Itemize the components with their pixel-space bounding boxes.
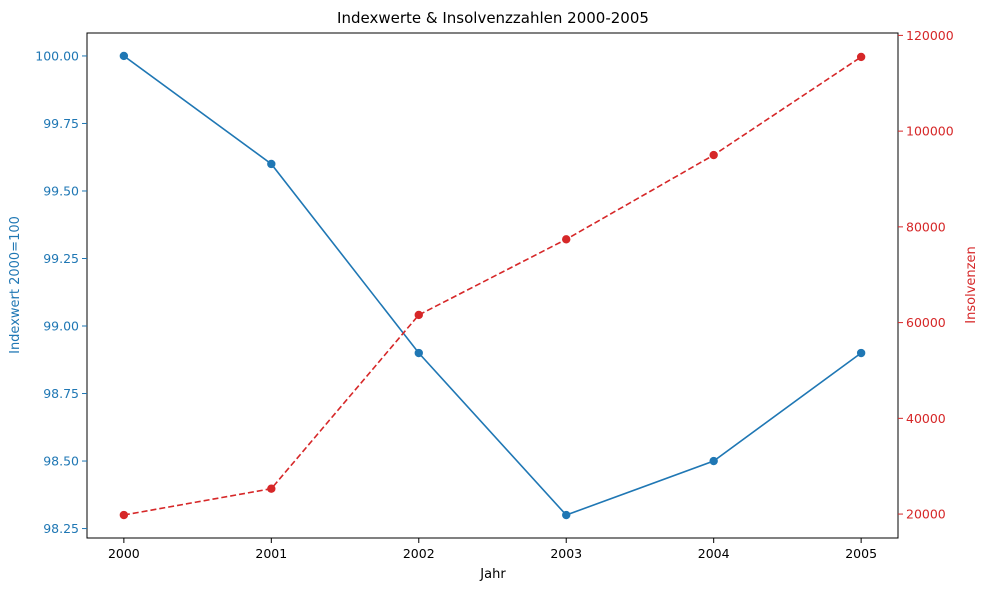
left-tick-label: 98.75 [43,386,79,401]
insolvency-point [119,510,129,520]
x-tick-label: 2001 [255,546,287,561]
insolvency-point [856,52,866,62]
insolvency-point [267,484,276,493]
x-axis-label: Jahr [479,567,506,582]
index-series-line [123,55,862,516]
right-y-axis-label: Insolvenzen [964,246,979,323]
index-point [267,159,276,169]
left-tick-label: 98.50 [43,454,79,469]
x-tick-label: 2005 [845,546,877,561]
left-axis-ticks: 98.25 98.50 98.75 99.00 99.25 99.50 99.75 100.0… [35,48,87,536]
index-point [119,51,129,61]
insolvency-series-line [123,56,862,516]
chart-title: Indexwerte & Insolvenzzahlen 2000-2005 [337,9,649,27]
left-tick-label: 98.25 [43,521,79,536]
right-tick-label: 60000 [906,315,946,330]
insolvency-point [562,235,571,244]
x-tick-label: 2002 [403,546,435,561]
x-tick-label: 2000 [108,546,140,561]
index-point [414,348,423,358]
index-point [856,348,866,358]
right-tick-label: 80000 [906,219,946,234]
x-tick-label: 2004 [698,546,730,561]
x-tick-label: 2003 [550,546,582,561]
index-point [562,510,571,520]
left-tick-label: 99.00 [43,319,79,334]
right-tick-label: 20000 [906,507,946,522]
x-axis-ticks: 2000 2001 2002 2003 2004 2005 [108,538,877,561]
right-axis-ticks: 20000 40000 60000 80000 100000 120000 [898,28,954,522]
insolvency-point [709,150,718,160]
right-tick-label: 100000 [906,124,954,139]
left-y-axis-label: Indexwert 2000=100 [8,216,23,354]
left-tick-label: 99.50 [43,183,79,198]
left-tick-label: 99.75 [43,116,79,131]
series-layer [119,51,866,520]
left-tick-label: 99.25 [43,251,79,266]
plot-frame [86,32,899,539]
left-tick-label: 100.00 [35,48,79,63]
right-tick-label: 40000 [906,411,946,426]
insolvency-point [414,310,423,320]
index-point [709,456,718,466]
right-tick-label: 120000 [906,28,954,43]
